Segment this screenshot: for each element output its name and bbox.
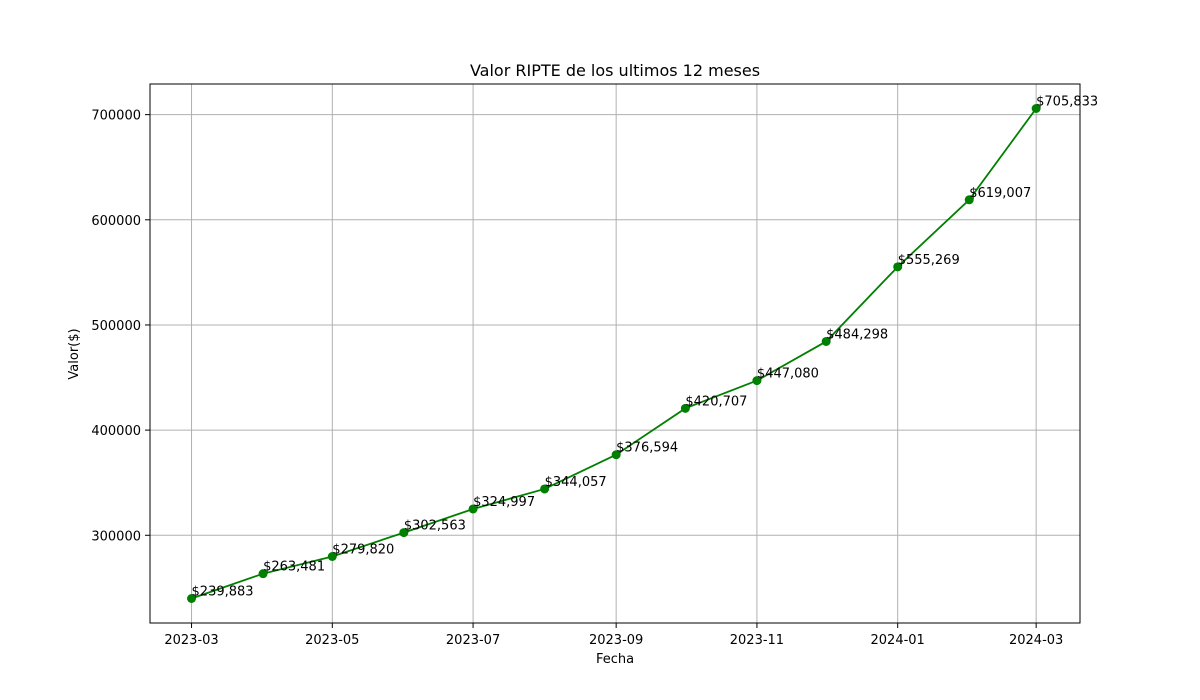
x-tick-label: 2023-09 [589, 633, 643, 648]
data-label: $555,269 [898, 253, 960, 268]
data-point [680, 403, 690, 413]
y-tick-label: 600000 [91, 214, 141, 229]
y-axis-ticks: 300000 400000 500000 600000 700000 [91, 109, 150, 544]
x-axis-label: Fecha [596, 652, 634, 667]
y-tick-label: 400000 [91, 424, 141, 439]
data-point [1031, 103, 1041, 113]
data-point [468, 504, 478, 514]
plot-frame [149, 83, 1081, 624]
data-label: $447,080 [757, 367, 819, 382]
data-point [893, 262, 903, 272]
data-label: $302,563 [404, 519, 466, 534]
data-point [327, 552, 337, 562]
data-label: $705,833 [1036, 94, 1098, 109]
y-tick-label: 700000 [91, 109, 141, 124]
data-point [258, 569, 268, 579]
y-axis-label: Valor($) [67, 328, 82, 379]
data-point [399, 528, 409, 538]
data-label: $263,481 [263, 560, 325, 575]
data-label: $344,057 [545, 475, 607, 490]
x-tick-label: 2024-03 [1009, 633, 1063, 648]
x-tick-label: 2023-07 [446, 633, 500, 648]
data-label: $239,883 [192, 585, 254, 600]
data-label: $619,007 [969, 186, 1031, 201]
data-point [752, 376, 762, 386]
data-point [540, 484, 550, 494]
data-label: $324,997 [473, 495, 535, 510]
data-label: $279,820 [332, 543, 394, 558]
x-tick-label: 2023-05 [305, 633, 359, 648]
data-point [964, 195, 974, 205]
data-point [611, 450, 621, 460]
x-axis-ticks: 2023-03 2023-05 2023-07 2023-09 2023-11 2024-… [164, 623, 1063, 648]
data-point [821, 336, 831, 346]
chart-title: Valor RIPTE de los ultimos 12 meses [470, 61, 760, 80]
series-layer: $239,883 $263,481 $279,820 $302,563 $324,997… [187, 94, 1098, 604]
x-tick-label: 2023-03 [164, 633, 218, 648]
data-label: $420,707 [685, 394, 747, 409]
y-tick-label: 500000 [91, 319, 141, 334]
data-point [187, 594, 197, 604]
x-tick-label: 2024-01 [871, 633, 925, 648]
data-label: $376,594 [616, 441, 678, 456]
grid-lines [150, 84, 1080, 623]
data-label: $484,298 [826, 327, 888, 342]
y-tick-label: 300000 [91, 529, 141, 544]
x-tick-label: 2023-11 [730, 633, 784, 648]
